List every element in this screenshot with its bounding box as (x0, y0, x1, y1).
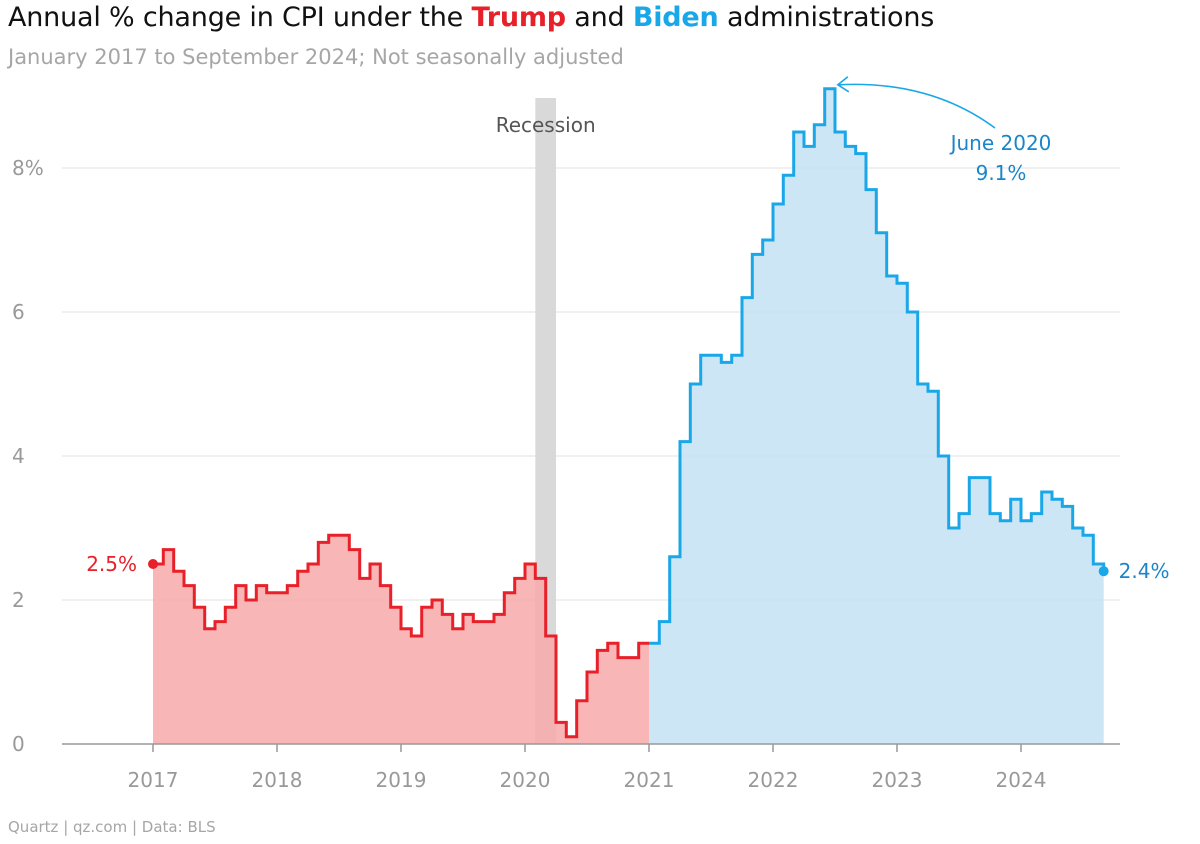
trump-series-line (153, 533, 649, 739)
title-trump: Trump (471, 2, 566, 33)
x-tick-label: 2021 (624, 768, 675, 792)
y-tick-label: 0 (12, 732, 25, 756)
x-tick-label: 2019 (376, 768, 427, 792)
title-prefix: Annual % change in CPI under the (8, 2, 472, 33)
trump-series-area (153, 535, 649, 744)
x-tick-label: 2018 (252, 768, 303, 792)
title-middle: and (565, 2, 633, 33)
y-tick-label: 2 (12, 588, 25, 612)
x-tick-label: 2023 (872, 768, 923, 792)
title-biden: Biden (632, 2, 719, 33)
end-value-label: 2.4% (1119, 559, 1170, 583)
chart-subtitle: January 2017 to September 2024; Not seas… (8, 45, 624, 69)
recession-label: Recession (496, 113, 596, 137)
title-suffix: administrations (718, 2, 935, 33)
y-tick-label: 4 (12, 444, 25, 468)
x-tick-label: 2017 (128, 768, 179, 792)
peak-label-value: 9.1% (976, 161, 1027, 185)
x-tick-label: 2024 (996, 768, 1047, 792)
biden-series-area (649, 88, 1104, 745)
end-point (1098, 566, 1109, 577)
y-tick-label: 8% (12, 156, 44, 180)
start-value-label: 2.5% (86, 552, 137, 576)
source-credit: Quartz | qz.com | Data: BLS (8, 818, 216, 836)
biden-series-line (649, 87, 1106, 645)
y-tick-label: 6 (12, 300, 25, 324)
x-tick-label: 2020 (500, 768, 551, 792)
peak-arrowhead (836, 76, 850, 93)
chart-title: Annual % change in CPI under the Trump a… (8, 2, 934, 33)
start-point (148, 559, 158, 569)
x-tick-label: 2022 (748, 768, 799, 792)
peak-label-date: June 2020 (949, 131, 1052, 155)
peak-arrow-line (837, 83, 996, 129)
